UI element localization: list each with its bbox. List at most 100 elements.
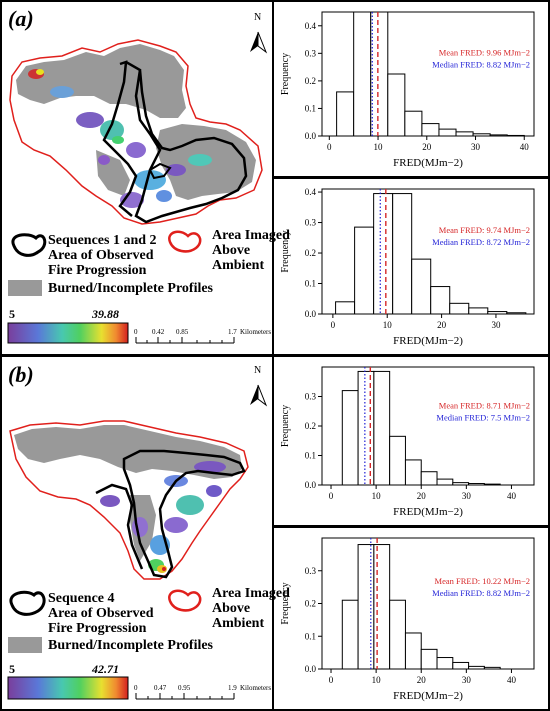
plot-frame: [321, 11, 535, 137]
panel-a-label: (a): [8, 6, 34, 31]
hist-bar: [452, 661, 470, 670]
y-tick-label: 0.0: [305, 131, 317, 141]
hist-bar: [404, 459, 422, 486]
x-tick-label: 40: [507, 675, 516, 685]
hist-frame-b1: [272, 355, 550, 527]
hist-bar: [436, 657, 454, 670]
histogram-b2: 0 10 20 30 40 0.0 0.1 0.2 0.3 Mean FRED: 10.22 MJ…: [280, 537, 535, 702]
y-axis-label: Frequency: [280, 53, 291, 95]
hist-bar: [373, 193, 394, 315]
y-tick-label: 0.0: [305, 480, 317, 490]
hist-bar: [373, 544, 391, 670]
hist-bar: [392, 193, 413, 315]
histogram-a1: 0 10 20 30 40 0.0 0.1 0.2 0.3 0.4 Mean FRED: 9.96 …: [280, 11, 535, 169]
burned-region: [14, 425, 242, 479]
hist-bar: [420, 471, 438, 486]
hist-bar: [373, 370, 391, 486]
hist-bar: [449, 302, 470, 315]
plot-frame: [321, 188, 535, 315]
scale-unit-b: Kilometers: [240, 684, 272, 692]
colorbar-max-b: 42.71: [92, 662, 119, 676]
hist-bar: [335, 301, 356, 315]
y-tick-label: 0.4: [305, 21, 317, 31]
scale-unit-a: Kilometers: [240, 328, 272, 336]
legend-gray-text-a: Burned/Incomplete Profiles: [48, 281, 214, 296]
north-arrow-icon: [250, 384, 268, 407]
scale-tick-a-0: 0: [134, 328, 138, 336]
y-tick-label: 0.4: [305, 187, 317, 197]
legend-black-outline-icon: [11, 233, 47, 257]
x-tick-label: 0: [331, 320, 336, 330]
median-label: Median FRED: 8.82 MJm−2: [432, 588, 530, 598]
scale-tick-b-3: 1.9: [228, 684, 237, 692]
x-tick-label: 10: [372, 675, 382, 685]
hist-bar: [336, 91, 355, 137]
mean-label: Mean FRED: 10.22 MJm−2: [435, 576, 530, 586]
hist-bar: [341, 599, 359, 670]
mean-label: Mean FRED: 8.71 MJm−2: [439, 400, 530, 410]
median-label: Median FRED: 8.82 MJm−2: [432, 59, 530, 69]
histogram-a2: 0 10 20 30 0.0 0.1 0.2 0.3 0.4 Mean FRED: 9.74 MJ…: [280, 187, 535, 347]
y-tick-label: 0.2: [305, 76, 316, 86]
y-tick-label: 0.3: [305, 218, 317, 228]
histogram-b1: 0 10 20 30 40 0.0 0.1 0.2 0.3 Mean FRED: 8.71 MJm…: [280, 366, 535, 518]
scale-bar-a: [135, 337, 235, 344]
legend-red-text-b: Area Imaged Above Ambient: [212, 586, 290, 631]
hist-bar: [341, 390, 359, 486]
y-tick-label: 0.1: [305, 279, 316, 289]
x-tick-label: 10: [372, 491, 382, 501]
legend-red-outline-icon: [168, 589, 202, 612]
colorbar-min-b: 5: [9, 662, 15, 676]
scale-tick-b-1: 0.47: [154, 684, 167, 692]
hist-bar: [357, 370, 375, 486]
legend-gray-box-icon: [8, 637, 42, 653]
y-axis-label: Frequency: [280, 230, 291, 272]
scale-tick-a-1: 0.42: [152, 328, 165, 336]
x-tick-label: 10: [383, 320, 393, 330]
hist-bar: [438, 128, 457, 137]
x-axis-label: FRED(MJm−2): [393, 157, 463, 169]
hist-bar: [357, 544, 375, 670]
y-tick-label: 0.2: [305, 248, 316, 258]
hist-bar: [420, 648, 438, 670]
x-axis-label: FRED(MJm−2): [393, 506, 463, 518]
hist-bar: [404, 632, 422, 670]
hist-bar: [430, 286, 451, 315]
x-tick-label: 30: [491, 320, 501, 330]
panel-b-label: (b): [8, 362, 34, 387]
y-tick-label: 0.0: [305, 664, 317, 674]
x-tick-label: 20: [437, 320, 447, 330]
x-tick-label: 30: [462, 675, 472, 685]
map-a: [7, 31, 268, 344]
median-label: Median FRED: 8.72 MJm−2: [432, 237, 530, 247]
scale-bar-b: [135, 693, 235, 700]
hist-bar: [353, 11, 372, 137]
y-tick-label: 0.1: [305, 103, 316, 113]
hist-bar: [411, 258, 432, 315]
y-tick-label: 0.3: [305, 48, 317, 58]
y-axis-label: Frequency: [280, 582, 291, 624]
mean-label: Mean FRED: 9.96 MJm−2: [439, 47, 530, 57]
hist-bar: [354, 226, 375, 315]
colorbar-b: [7, 676, 129, 700]
mean-label: Mean FRED: 9.74 MJm−2: [439, 225, 530, 235]
scale-tick-a-3: 1.7: [228, 328, 237, 336]
x-tick-label: 40: [507, 491, 516, 501]
map-b: [7, 384, 268, 700]
x-tick-label: 30: [462, 491, 472, 501]
legend-black-outline-icon: [9, 590, 46, 616]
fire-intensity-pixels: [28, 69, 212, 208]
y-tick-label: 0.3: [305, 392, 317, 402]
y-tick-label: 0.2: [305, 599, 316, 609]
x-tick-label: 20: [417, 675, 427, 685]
legend-black-text-a: Sequences 1 and 2 Area of Observed Fire …: [48, 233, 157, 278]
hist-bar: [387, 73, 406, 137]
x-tick-label: 0: [327, 142, 332, 152]
colorbar-max-a: 39.88: [92, 307, 119, 321]
hist-frame-b2: [272, 526, 550, 711]
hist-bar: [468, 307, 489, 315]
y-tick-label: 0.3: [305, 566, 317, 576]
hist-bar: [421, 123, 440, 137]
x-axis-label: FRED(MJm−2): [393, 335, 463, 347]
x-tick-label: 30: [471, 142, 481, 152]
